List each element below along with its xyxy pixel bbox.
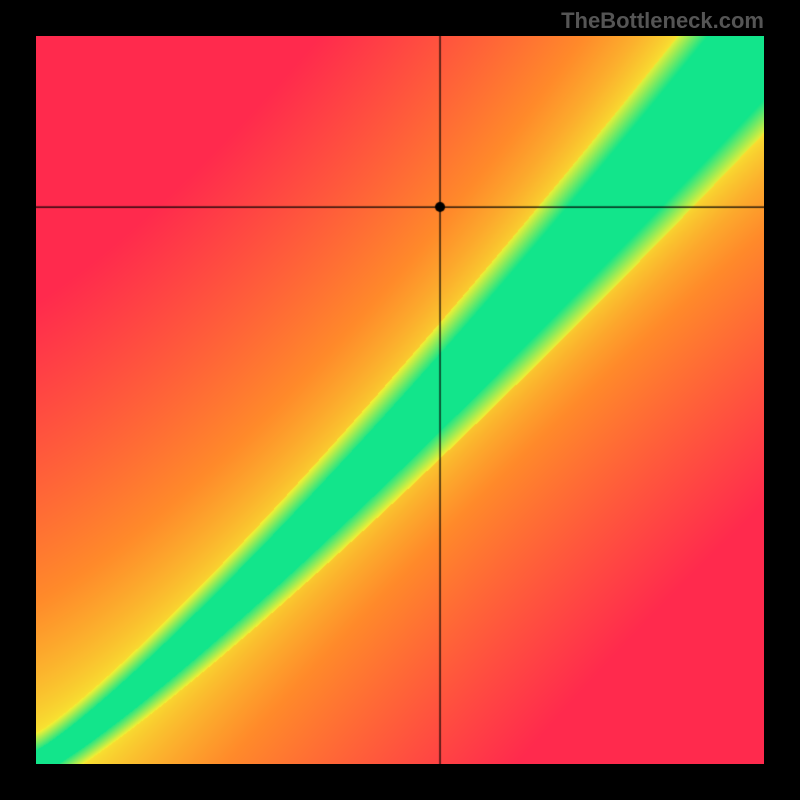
heatmap-canvas [36,36,764,764]
bottleneck-heatmap [36,36,764,764]
watermark-text: TheBottleneck.com [561,8,764,34]
bottleneck-chart-container: TheBottleneck.com [0,0,800,800]
